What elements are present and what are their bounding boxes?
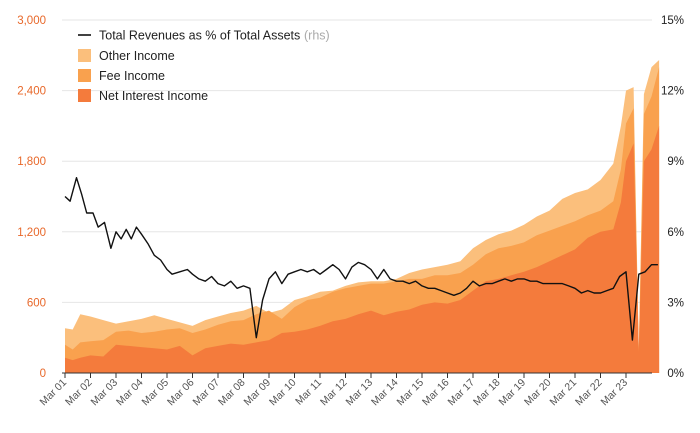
- y-tick-right-label: 6%: [667, 227, 684, 239]
- y-tick-right-label: 12%: [661, 86, 684, 98]
- area-series: [65, 60, 660, 374]
- y-tick-left-label: 600: [27, 297, 46, 309]
- x-tick-label: Mar 12: [318, 377, 350, 409]
- x-tick-label: Mar 22: [573, 377, 605, 409]
- y-tick-left-label: 3,000: [17, 15, 46, 27]
- x-tick-label: Mar 02: [63, 377, 95, 409]
- x-tick-label: Mar 13: [344, 377, 376, 409]
- y-tick-right-label: 9%: [667, 156, 684, 168]
- x-tick-label: Mar 21: [548, 377, 580, 409]
- x-tick-label: Mar 19: [497, 377, 529, 409]
- y-tick-left-label: 1,200: [17, 227, 46, 239]
- x-tick-label: Mar 05: [140, 377, 172, 409]
- y-axis-right-ticks: 0% 3% 6% 9% 12% 15%: [661, 15, 684, 380]
- x-tick-label: Mar 07: [191, 377, 223, 409]
- x-tick-label: Mar 15: [395, 377, 427, 409]
- legend-other-swatch: [78, 49, 91, 62]
- y-tick-left-label: 0: [40, 368, 46, 380]
- line-total-revenues-pct: [64, 177, 658, 341]
- y-axis-left-ticks: 0 600 1,200 1,800 2,400 3,000: [17, 15, 46, 380]
- legend-fee-label: Fee Income: [99, 69, 165, 83]
- x-tick-label: Mar 17: [446, 377, 478, 409]
- x-tick-label: Mar 11: [293, 377, 324, 408]
- x-tick-label: Mar 18: [471, 377, 503, 409]
- x-tick-label: Mar 04: [114, 377, 146, 409]
- x-tick-label: Mar 16: [420, 377, 452, 409]
- x-tick-label: Mar 20: [522, 377, 554, 409]
- legend-nii-swatch: [78, 89, 91, 102]
- x-tick-label: Mar 03: [89, 377, 121, 409]
- y-tick-left-label: 2,400: [17, 86, 46, 98]
- x-tick-label: Mar 09: [242, 377, 274, 409]
- legend-line-note: (rhs): [304, 29, 330, 43]
- x-tick-label: Mar 23: [599, 377, 631, 409]
- y-tick-right-label: 0%: [667, 368, 684, 380]
- area-net-interest-income: [65, 125, 660, 374]
- x-tick-label: Mar 14: [369, 377, 401, 409]
- x-tick-label: Mar 08: [216, 377, 248, 409]
- x-tick-label: Mar 06: [165, 377, 197, 409]
- y-tick-left-label: 1,800: [17, 156, 46, 168]
- legend-fee-swatch: [78, 69, 91, 82]
- x-tick-label: Mar 01: [38, 377, 70, 409]
- y-tick-right-label: 3%: [667, 297, 684, 309]
- legend-line-label: Total Revenues as % of Total Assets: [99, 29, 300, 43]
- x-tick-label: Mar 10: [267, 377, 299, 409]
- legend-nii-label: Net Interest Income: [99, 89, 208, 103]
- y-tick-right-label: 15%: [661, 15, 684, 27]
- legend-other-label: Other Income: [99, 49, 175, 63]
- legend: Total Revenues as % of Total Assets (rhs…: [78, 29, 330, 103]
